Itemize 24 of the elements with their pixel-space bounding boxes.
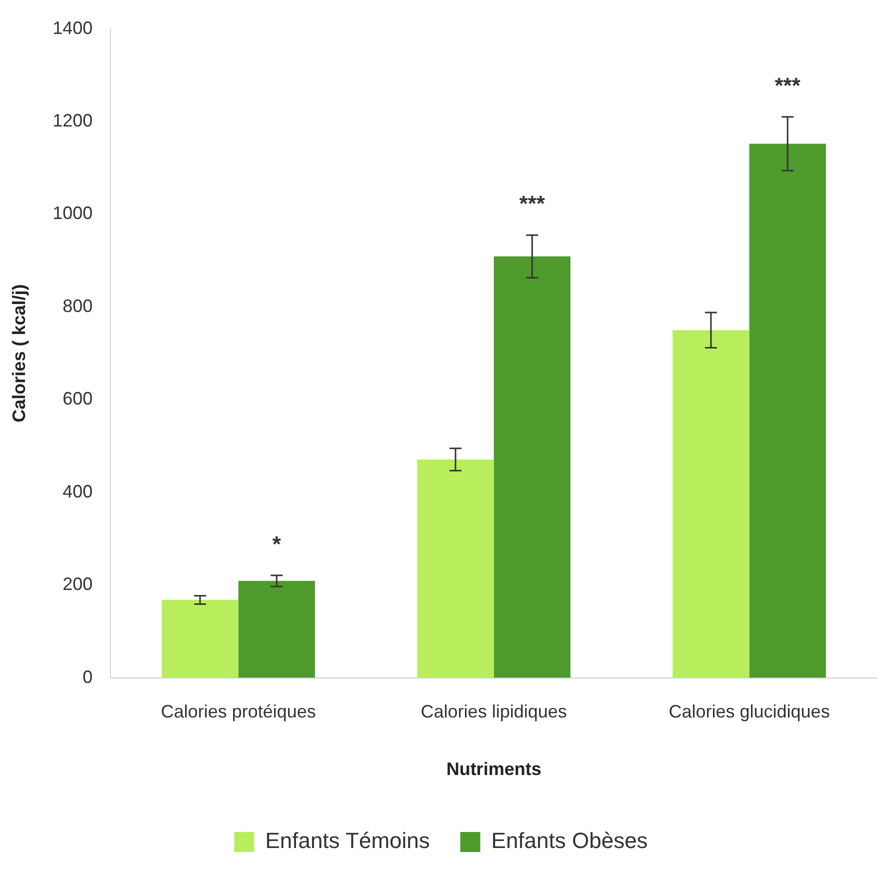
y-tick-label: 600 [62,388,93,409]
y-tick-label: 1400 [52,18,93,38]
annotation: *** [774,72,801,98]
bar [672,330,750,678]
x-tick-label: Calories glucidiques [668,702,830,722]
y-tick-label: 1200 [52,110,93,130]
y-tick-label: 800 [62,296,93,316]
y-tick-label: 1000 [52,203,93,224]
y-axis-title: Calories ( kcal/j) [8,284,29,422]
bar [494,256,570,678]
annotation: * [272,531,282,556]
bar [749,144,826,678]
legend-label: Enfants Obèses [491,828,648,854]
x-axis-title: Nutriments [446,759,542,780]
bar [162,600,238,678]
bar [417,459,494,678]
x-tick-label: Calories lipidiques [420,702,567,722]
y-tick-label: 400 [62,481,93,502]
legend-label: Enfants Témoins [265,828,430,854]
y-tick-label: 0 [82,666,93,687]
annotation: *** [519,191,546,216]
y-tick-label: 200 [62,574,93,594]
bar [238,580,316,678]
x-tick-label: Calories protéiques [160,702,316,722]
